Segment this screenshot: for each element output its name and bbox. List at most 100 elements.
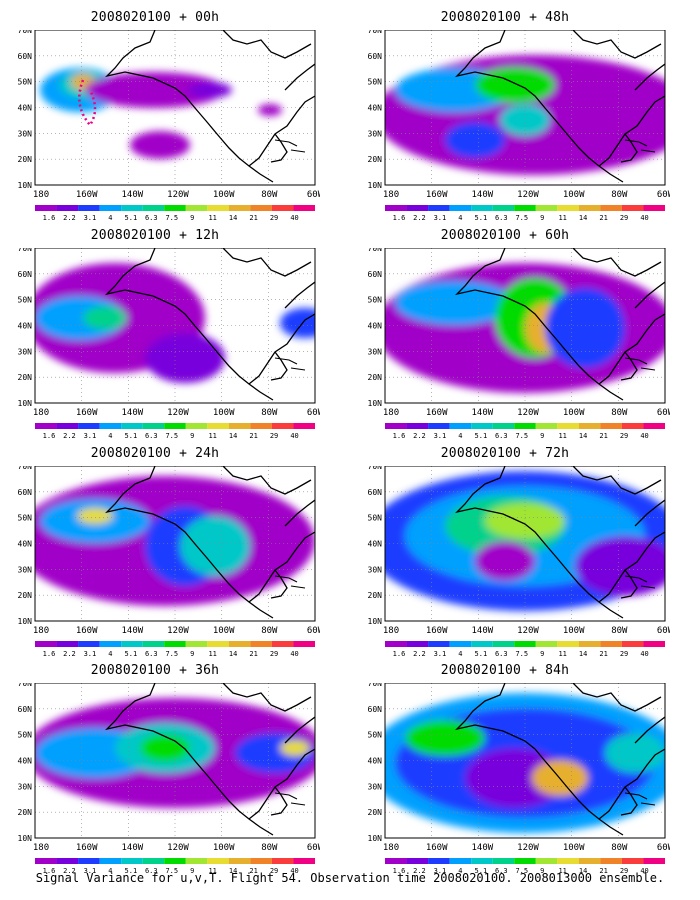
colorbar-label: 2.2 [413, 214, 426, 222]
colorbar-swatch [293, 858, 315, 864]
variance-contour [545, 288, 625, 368]
lon-label: 80W [261, 408, 278, 418]
colorbar-swatch [207, 205, 229, 211]
colorbar-swatch [56, 205, 79, 211]
colorbar-swatch [578, 858, 601, 864]
colorbar-label: 1.6 [393, 867, 406, 875]
lat-label: 10N [18, 617, 33, 626]
lon-label: 100W [563, 408, 585, 418]
colorbar-label: 5.1 [475, 867, 488, 875]
colorbar-label: 1.6 [393, 214, 406, 222]
colorbar-swatch [492, 641, 515, 647]
coastline [454, 683, 665, 836]
map-frame [34, 683, 316, 839]
lon-label: 120W [167, 190, 189, 200]
colorbar-label: 2.2 [413, 867, 426, 875]
island-outline [274, 575, 306, 589]
colorbar-label: 4 [108, 867, 112, 875]
colorbar-swatch [99, 641, 122, 647]
colorbar-label: 5.1 [125, 867, 138, 875]
lat-label: 70N [18, 466, 33, 471]
variance-contour [475, 67, 555, 103]
colorbar-label: 2.2 [413, 650, 426, 658]
map-frame [384, 30, 666, 186]
lat-label: 70N [368, 248, 383, 253]
lat-label: 40N [18, 104, 33, 113]
lat-label: 20N [18, 808, 33, 817]
lon-label: 120W [167, 626, 189, 636]
lon-label: 120W [167, 843, 189, 853]
colorbar-label: 6.3 [145, 432, 158, 440]
lon-label: 160W [426, 408, 448, 418]
lon-label: 140W [471, 843, 493, 853]
lat-label: 60N [18, 488, 33, 497]
variance-contour [465, 748, 565, 808]
colorbar-swatch [385, 205, 407, 211]
colorbar-label: 1.6 [43, 650, 56, 658]
colorbar-label: 9 [540, 432, 544, 440]
map-panel: 2008020100 + 36h 70N 60N 50N 40N 30N 20N 10N 180… [0, 663, 320, 878]
lat-label: 10N [368, 399, 383, 408]
colorbar-label: 29 [620, 650, 628, 658]
colorbar-swatch [142, 858, 165, 864]
lat-label: 60N [18, 705, 33, 714]
colorbar-swatch [35, 858, 57, 864]
coastline [454, 466, 665, 619]
colorbar-label: 21 [599, 214, 607, 222]
colorbar-swatch [78, 858, 100, 864]
lon-label: 180 [383, 626, 399, 636]
lat-label: 40N [368, 540, 383, 549]
lat-label: 30N [368, 565, 383, 574]
lon-label: 80W [611, 626, 628, 636]
lon-label: 100W [563, 190, 585, 200]
colorbar-swatch [514, 205, 536, 211]
colorbar-label: 5.1 [475, 214, 488, 222]
lat-label: 20N [368, 591, 383, 600]
colorbar-swatch [578, 205, 601, 211]
colorbar-label: 40 [640, 867, 648, 875]
colorbar-swatch [78, 205, 100, 211]
colorbar-swatch [406, 641, 429, 647]
colorbar-swatch [428, 205, 450, 211]
lon-label: 120W [517, 190, 539, 200]
colorbar-swatch [78, 641, 100, 647]
map-panel: 2008020100 + 48h 70N 60N 50N 40N 30N 20N 10N 180… [350, 10, 670, 225]
colorbar-label: 9 [540, 214, 544, 222]
lat-label: 60N [368, 488, 383, 497]
colorbar-label: 11 [558, 432, 566, 440]
colorbar-swatch [185, 205, 208, 211]
lat-label: 20N [18, 373, 33, 382]
colorbar-label: 1.6 [43, 214, 56, 222]
lat-label: 40N [368, 322, 383, 331]
colorbar-label: 14 [229, 867, 237, 875]
island-outline [624, 139, 656, 153]
colorbar-swatch [207, 641, 229, 647]
lat-label: 10N [18, 399, 33, 408]
colorbar-swatch [56, 858, 79, 864]
colorbar-label: 29 [620, 432, 628, 440]
colorbar-label: 9 [540, 650, 544, 658]
colorbar-label: 14 [579, 650, 587, 658]
lon-label: 140W [471, 190, 493, 200]
colorbar-swatch [164, 205, 186, 211]
figure-caption: Signal Variance for u,v,T. Flight 54. Ob… [35, 871, 665, 885]
variance-contour [145, 333, 225, 383]
map-frame [34, 30, 316, 186]
lon-label: 100W [563, 843, 585, 853]
lon-label: 140W [471, 626, 493, 636]
variance-contour [280, 308, 315, 338]
variance-contour [405, 720, 485, 756]
colorbar-label: 6.3 [495, 867, 508, 875]
lon-label: 60W [307, 843, 320, 853]
lon-label: 160W [426, 190, 448, 200]
colorbar-swatch [600, 423, 622, 429]
lon-label: 120W [517, 408, 539, 418]
colorbar-swatch [271, 641, 294, 647]
lon-label: 60W [307, 408, 320, 418]
lon-label: 80W [611, 408, 628, 418]
colorbar-label: 40 [640, 432, 648, 440]
lat-label: 60N [368, 52, 383, 61]
island-outline [274, 357, 306, 371]
colorbar-swatch [142, 423, 165, 429]
colorbar-label: 14 [229, 432, 237, 440]
